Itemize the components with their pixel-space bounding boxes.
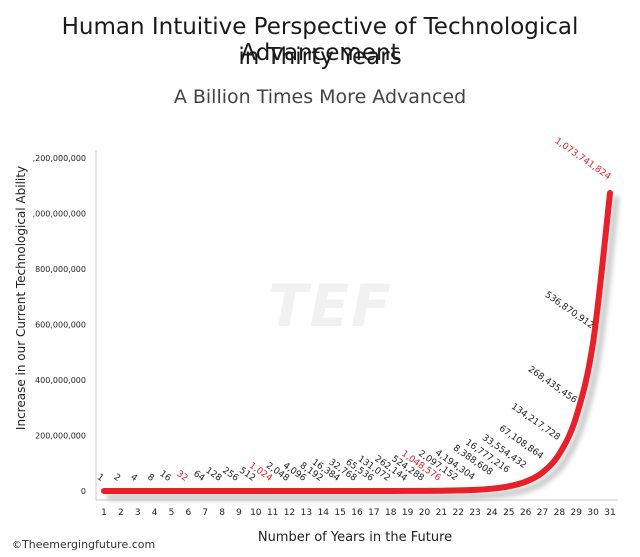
- series-line-shadow: [106, 195, 620, 501]
- y-tick-label: 400,000,000: [35, 376, 86, 385]
- x-tick-label: 2: [118, 508, 124, 518]
- copyright-icon: ©: [12, 540, 22, 551]
- x-tick-label: 16: [351, 508, 363, 518]
- chart-point-labels: 1 2 4 8 16 32 641282565121,0242,0484,0968,1921…: [95, 136, 613, 484]
- point-label-4: 8: [145, 472, 156, 484]
- x-tick-label: 20: [419, 508, 431, 518]
- chart-series: [101, 190, 620, 501]
- x-tick-label: 21: [436, 508, 447, 518]
- chart-axes: 0 200,000,000 400,000,000 600,000,000 800,00…: [33, 150, 618, 518]
- y-tick-label: 0: [81, 487, 86, 496]
- chart-subtitle: A Billion Times More Advanced: [173, 86, 467, 108]
- series-line: [101, 190, 613, 494]
- x-tick-label: 11: [267, 508, 278, 518]
- x-tick-label: 24: [486, 508, 498, 518]
- y-axis-label: Increase in our Current Technological Ab…: [14, 165, 28, 431]
- point-label-8: 128: [203, 466, 223, 484]
- x-tick-label: 31: [604, 508, 615, 518]
- point-label-2: 2: [112, 472, 122, 483]
- x-tick-label: 10: [250, 508, 262, 518]
- x-tick-label: 30: [587, 508, 599, 518]
- chart-title-line1: Human Intuitive Perspective of Technolog…: [61, 14, 579, 66]
- point-label-1: 1: [95, 472, 105, 483]
- y-tick-label: ,200,000,000: [33, 154, 86, 163]
- watermark-logo: TEF: [268, 272, 393, 340]
- y-tick-label: 600,000,000: [35, 321, 86, 330]
- x-tick-label: 29: [571, 508, 583, 518]
- x-tick-label: 19: [402, 508, 414, 518]
- credit-text: ©Theemergingfuture.com: [12, 538, 155, 551]
- x-tick-label: 25: [503, 508, 514, 518]
- y-tick-label: ,000,000,000: [33, 210, 86, 219]
- credit-site: Theemergingfuture.com: [22, 538, 156, 551]
- point-label-31: 1,073,741,824: [553, 136, 613, 182]
- x-tick-label: 15: [334, 508, 345, 518]
- chart-title-line2: in Thirty Years: [238, 44, 402, 70]
- x-tick-label: 6: [185, 508, 191, 518]
- point-label-6: 32: [174, 469, 189, 484]
- x-tick-label: 22: [452, 508, 463, 518]
- x-tick-label: 9: [236, 508, 242, 518]
- x-tick-label: 4: [152, 508, 158, 518]
- y-tick-label: 200,000,000: [35, 432, 86, 441]
- x-tick-label: 27: [537, 508, 548, 518]
- x-tick-label: 18: [385, 508, 397, 518]
- x-tick-label: 12: [284, 508, 295, 518]
- x-tick-label: 8: [219, 508, 225, 518]
- x-tick-label: 14: [318, 508, 330, 518]
- point-label-30: 536,870,912: [543, 290, 596, 331]
- x-tick-label: 1: [101, 508, 107, 518]
- x-tick-label: 26: [520, 508, 532, 518]
- x-axis-label: Number of Years in the Future: [257, 530, 453, 545]
- x-tick-label: 28: [554, 508, 566, 518]
- point-label-5: 16: [158, 469, 173, 484]
- x-tick-label: 5: [169, 508, 175, 518]
- x-tick-label: 17: [368, 508, 379, 518]
- x-tick-label: 23: [469, 508, 480, 518]
- x-tick-label: 13: [301, 508, 312, 518]
- x-tick-label: 7: [202, 508, 208, 518]
- x-tick-label: 3: [135, 508, 141, 518]
- point-label-3: 4: [128, 472, 139, 484]
- point-label-9: 256: [220, 466, 240, 484]
- point-label-29: 268,435,456: [526, 365, 579, 406]
- y-tick-label: 800,000,000: [35, 265, 86, 274]
